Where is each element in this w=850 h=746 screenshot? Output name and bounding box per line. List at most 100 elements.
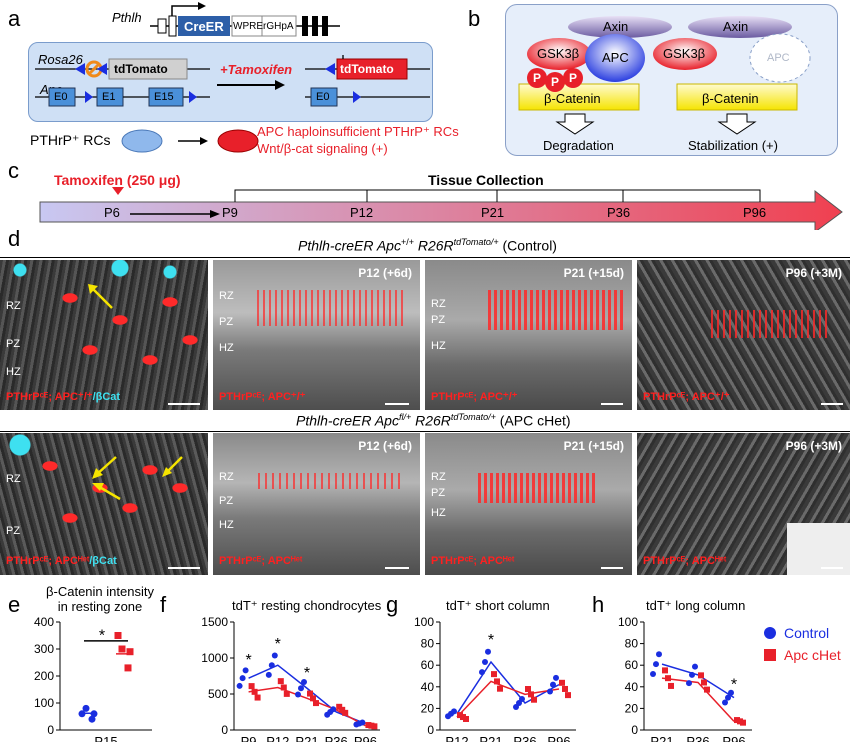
y-tick-label: 0 [47,723,54,737]
tissue-collection: Tissue Collection [428,172,544,188]
x-tick-label: P12 [266,734,289,742]
time-label: P12 (+6d) [358,439,412,453]
zone-pz: PZ [431,314,446,326]
tp-p12: P12 [350,205,374,220]
micrograph-control-p96: P96 (+3M) PTHrPᶜᴱ; APC⁺/⁺ [637,260,850,410]
chart-e: 0 100 200 300 400 P15 * [34,615,152,742]
tp-p6: P6 [104,205,120,220]
data-point-control [722,699,728,706]
panel-label-g: g [386,592,399,617]
data-point-het [283,690,290,697]
degradation-label: Degradation [543,138,614,153]
data-point-control [330,706,337,713]
tp-p96: P96 [743,205,767,220]
het-title-genotype: Pthlh-creER Apc [296,412,399,429]
series-line-het [661,677,735,722]
panel-label-a: a [8,6,21,31]
y-tick-label: 300 [34,642,54,656]
y-tick-label: 0 [221,723,228,737]
legend-control-marker [764,627,776,639]
data-point-het [497,685,503,692]
het-title-r26: R26R [411,412,451,429]
void-region [787,523,850,575]
bcat-right: β-Catenin [702,91,759,106]
data-point-het [665,675,671,682]
data-point-het [336,703,343,710]
data-point-het [740,719,746,726]
data-point-het [528,691,534,698]
zone-pz: PZ [219,316,234,328]
gsk-right: GSK3β [663,46,706,61]
data-point-het [494,678,500,685]
y-tick-label: 100 [34,696,54,710]
y-tick-label: 20 [625,701,639,715]
tp-p21: P21 [481,205,505,220]
stain-label: PTHrPᶜᴱ; APCᴴᵉᵗ [219,555,303,567]
apc-left: APC [602,50,629,65]
bcat-left: β-Catenin [544,91,601,106]
exon-e0: E0 [54,91,68,103]
data-point-het [565,692,571,699]
y-tick-label: 100 [618,615,638,629]
y-tick-label: 80 [625,637,639,651]
red-cells [253,290,403,326]
micrograph-control-p12: P12 (+6d) RZ PZ HZ PTHrPᶜᴱ; APC⁺/⁺ [213,260,420,410]
data-point-control [236,682,243,689]
stain-label-ctrl: PTHrPᶜᴱ; APC⁺/⁺/βCat [6,390,120,403]
y-tick-label: 20 [421,701,435,715]
tdtomato-label-after: tdTomato [340,62,394,76]
phospho-3: P [569,71,578,85]
yellow-arrows [92,456,183,501]
data-point-control [298,685,304,692]
tamoxifen-dose: Tamoxifen (250 μg) [54,172,181,188]
significance-star: * [99,627,105,644]
x-tick-label: P15 [94,734,117,742]
control-title-r26: R26R [413,237,454,254]
data-point-het [562,685,568,692]
stain-label: PTHrPᶜᴱ; APCᴴᵉᵗ [431,555,515,567]
creer-label: CreER [184,19,224,34]
data-point-control [88,715,96,723]
data-point-het [251,688,258,695]
data-point-control [479,669,485,676]
zone-hz: HZ [219,519,234,531]
control-title-post: (Control) [498,237,557,254]
label-ctrl-text: PTHrPᶜᴱ; APC⁺/⁺ [6,391,93,403]
data-point-het [559,679,565,686]
het-title: Pthlh-creER Apcfl/+ R26RtdTomato/+ (APC … [296,412,571,429]
panel-label-e: e [8,592,21,617]
scale-bar [385,403,409,405]
chart-g-title: tdT⁺ short column [446,598,550,613]
x-tick-label: P36 [513,734,536,742]
zone-hz: HZ [431,340,446,352]
series-line-het [456,680,560,718]
zone-pz: PZ [6,525,21,537]
stain-label: PTHrPᶜᴱ; APC⁺/⁺ [643,391,730,403]
y-tick-label: 500 [208,687,228,701]
data-point-het [463,715,469,722]
data-point-het [277,678,284,685]
series-line-control [661,663,735,699]
micrograph-het-p12: P12 (+6d) RZ PZ HZ PTHrPᶜᴱ; APCᴴᵉᵗ [213,433,420,575]
rc-cells [121,129,259,153]
panel-label-d: d [8,226,21,251]
data-point-control [485,648,491,655]
label-het-text: PTHrPᶜᴱ; APCᴴᵉᵗ [6,555,90,567]
data-point-control [482,658,488,665]
data-point-control [271,652,278,659]
result-line1: APC haploinsufficient PTHrP⁺ RCs [257,124,459,139]
wnt-pathway-diagram [518,16,811,135]
data-point-control [653,661,659,668]
data-point-het [662,667,668,674]
label-bcat-text: /βCat [89,555,117,567]
data-point-het [248,683,255,690]
scale-bar [168,403,200,405]
control-title-genotype: Pthlh-creER Apc [298,237,401,254]
series-line-control [456,660,560,715]
red-cells [475,473,595,503]
significance-star: * [275,636,281,653]
y-tick-label: 40 [421,680,435,694]
significance-star: * [731,677,737,694]
data-point-control [359,719,366,726]
data-point-het [531,696,537,703]
